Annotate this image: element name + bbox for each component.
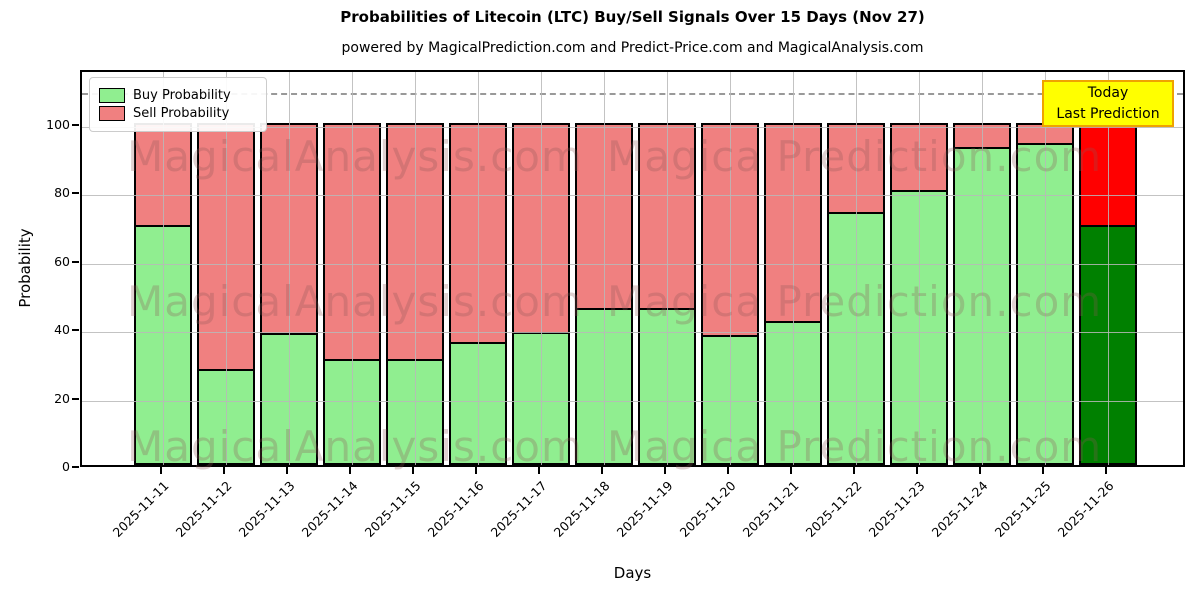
bar-2025-11-12: [197, 122, 255, 465]
bar-2025-11-21-sell-segment: [764, 122, 822, 322]
bar-2025-11-13: [260, 122, 318, 465]
bar-2025-11-25-buy-segment: [1016, 143, 1074, 465]
chart-subtitle: powered by MagicalPrediction.com and Pre…: [341, 40, 924, 56]
x-tick-2025-11-14: [349, 467, 351, 474]
x-tick-2025-11-11: [160, 467, 162, 474]
x-axis-label: Days: [613, 564, 652, 582]
chart-title: Probabilities of Litecoin (LTC) Buy/Sell…: [340, 8, 925, 26]
x-tick-2025-11-23: [916, 467, 918, 474]
bar-2025-11-19-buy-segment: [638, 307, 696, 465]
bar-2025-11-17-buy-segment: [512, 331, 570, 465]
bar-2025-11-18-buy-segment: [575, 307, 633, 465]
bar-2025-11-11-sell-segment: [134, 122, 192, 226]
bar-2025-11-21-buy-segment: [764, 321, 822, 465]
bar-2025-11-13-buy-segment: [260, 333, 318, 465]
x-tick-2025-11-21: [790, 467, 792, 474]
bar-2025-11-15-buy-segment: [386, 358, 444, 465]
bar-2025-11-23: [890, 122, 948, 465]
bar-2025-11-26-buy-segment: [1079, 225, 1137, 465]
bar-2025-11-15: [386, 122, 444, 465]
bar-2025-11-22-sell-segment: [827, 122, 885, 212]
bar-2025-11-25: [1016, 122, 1074, 465]
y-tick-60: [72, 260, 79, 263]
legend-item-sell: Sell Probability: [99, 106, 257, 121]
bar-2025-11-22: [827, 122, 885, 465]
bar-2025-11-14: [323, 122, 381, 465]
bar-2025-11-21: [764, 122, 822, 465]
bar-2025-11-24-buy-segment: [953, 146, 1011, 465]
x-tick-2025-11-15: [412, 467, 414, 474]
sell-probability-swatch: [99, 106, 125, 121]
bar-2025-11-14-buy-segment: [323, 358, 381, 465]
bar-2025-11-19-sell-segment: [638, 122, 696, 308]
bar-2025-11-22-buy-segment: [827, 211, 885, 465]
y-tick-0: [72, 466, 79, 468]
bar-2025-11-11: [134, 122, 192, 465]
y-tick-label-80: 80: [54, 185, 70, 201]
bar-2025-11-19: [638, 122, 696, 465]
bar-2025-11-16-buy-segment: [449, 341, 507, 465]
bar-2025-11-16: [449, 122, 507, 465]
y-tick-label-40: 40: [54, 322, 70, 338]
x-tick-2025-11-24: [979, 467, 981, 474]
bar-2025-11-20: [701, 122, 759, 465]
y-tick-20: [72, 397, 79, 400]
bar-2025-11-12-sell-segment: [197, 122, 255, 370]
legend-item-buy: Buy Probability: [99, 88, 257, 103]
x-tick-2025-11-22: [853, 467, 855, 474]
x-tick-2025-11-19: [664, 467, 666, 474]
legend-buy-label: Buy Probability: [133, 88, 231, 103]
y-tick-label-100: 100: [46, 116, 70, 132]
y-tick-label-0: 0: [62, 459, 70, 474]
legend: Buy Probability Sell Probability: [89, 77, 267, 132]
y-tick-100: [72, 123, 79, 126]
bar-2025-11-18-sell-segment: [575, 122, 633, 308]
x-tick-2025-11-20: [727, 467, 729, 474]
plot-area: Buy Probability Sell Probability Today L…: [80, 70, 1185, 471]
x-tick-2025-11-17: [538, 467, 540, 474]
bar-2025-11-26-sell-segment: [1079, 122, 1137, 226]
bar-2025-11-23-buy-segment: [890, 189, 948, 465]
bar-2025-11-17: [512, 122, 570, 465]
bar-2025-11-26: [1079, 122, 1137, 465]
legend-sell-label: Sell Probability: [133, 106, 230, 121]
today-annotation-line1: Today: [1087, 85, 1129, 101]
bar-2025-11-18: [575, 122, 633, 465]
bar-2025-11-23-sell-segment: [890, 122, 948, 190]
bar-2025-11-11-buy-segment: [134, 225, 192, 465]
bar-2025-11-14-sell-segment: [323, 122, 381, 359]
y-tick-label-20: 20: [54, 390, 70, 406]
y-tick-40: [72, 329, 79, 332]
bar-2025-11-20-sell-segment: [701, 122, 759, 335]
bar-2025-11-15-sell-segment: [386, 122, 444, 359]
x-tick-2025-11-25: [1042, 467, 1044, 474]
x-tick-2025-11-26: [1105, 467, 1107, 474]
bar-2025-11-17-sell-segment: [512, 122, 570, 332]
y-tick-80: [72, 192, 79, 195]
today-annotation: Today Last Prediction: [1042, 80, 1174, 127]
bar-2025-11-24-sell-segment: [953, 122, 1011, 147]
x-tick-2025-11-12: [223, 467, 225, 474]
bar-2025-11-20-buy-segment: [701, 334, 759, 465]
x-tick-2025-11-16: [475, 467, 477, 474]
bar-2025-11-16-sell-segment: [449, 122, 507, 342]
bar-2025-11-12-buy-segment: [197, 369, 255, 465]
x-tick-2025-11-18: [601, 467, 603, 474]
y-tick-label-60: 60: [54, 253, 70, 269]
buy-probability-swatch: [99, 88, 125, 103]
today-annotation-line2: Last Prediction: [1056, 106, 1160, 122]
x-tick-2025-11-13: [286, 467, 288, 474]
bar-2025-11-13-sell-segment: [260, 122, 318, 334]
bar-2025-11-24: [953, 122, 1011, 465]
